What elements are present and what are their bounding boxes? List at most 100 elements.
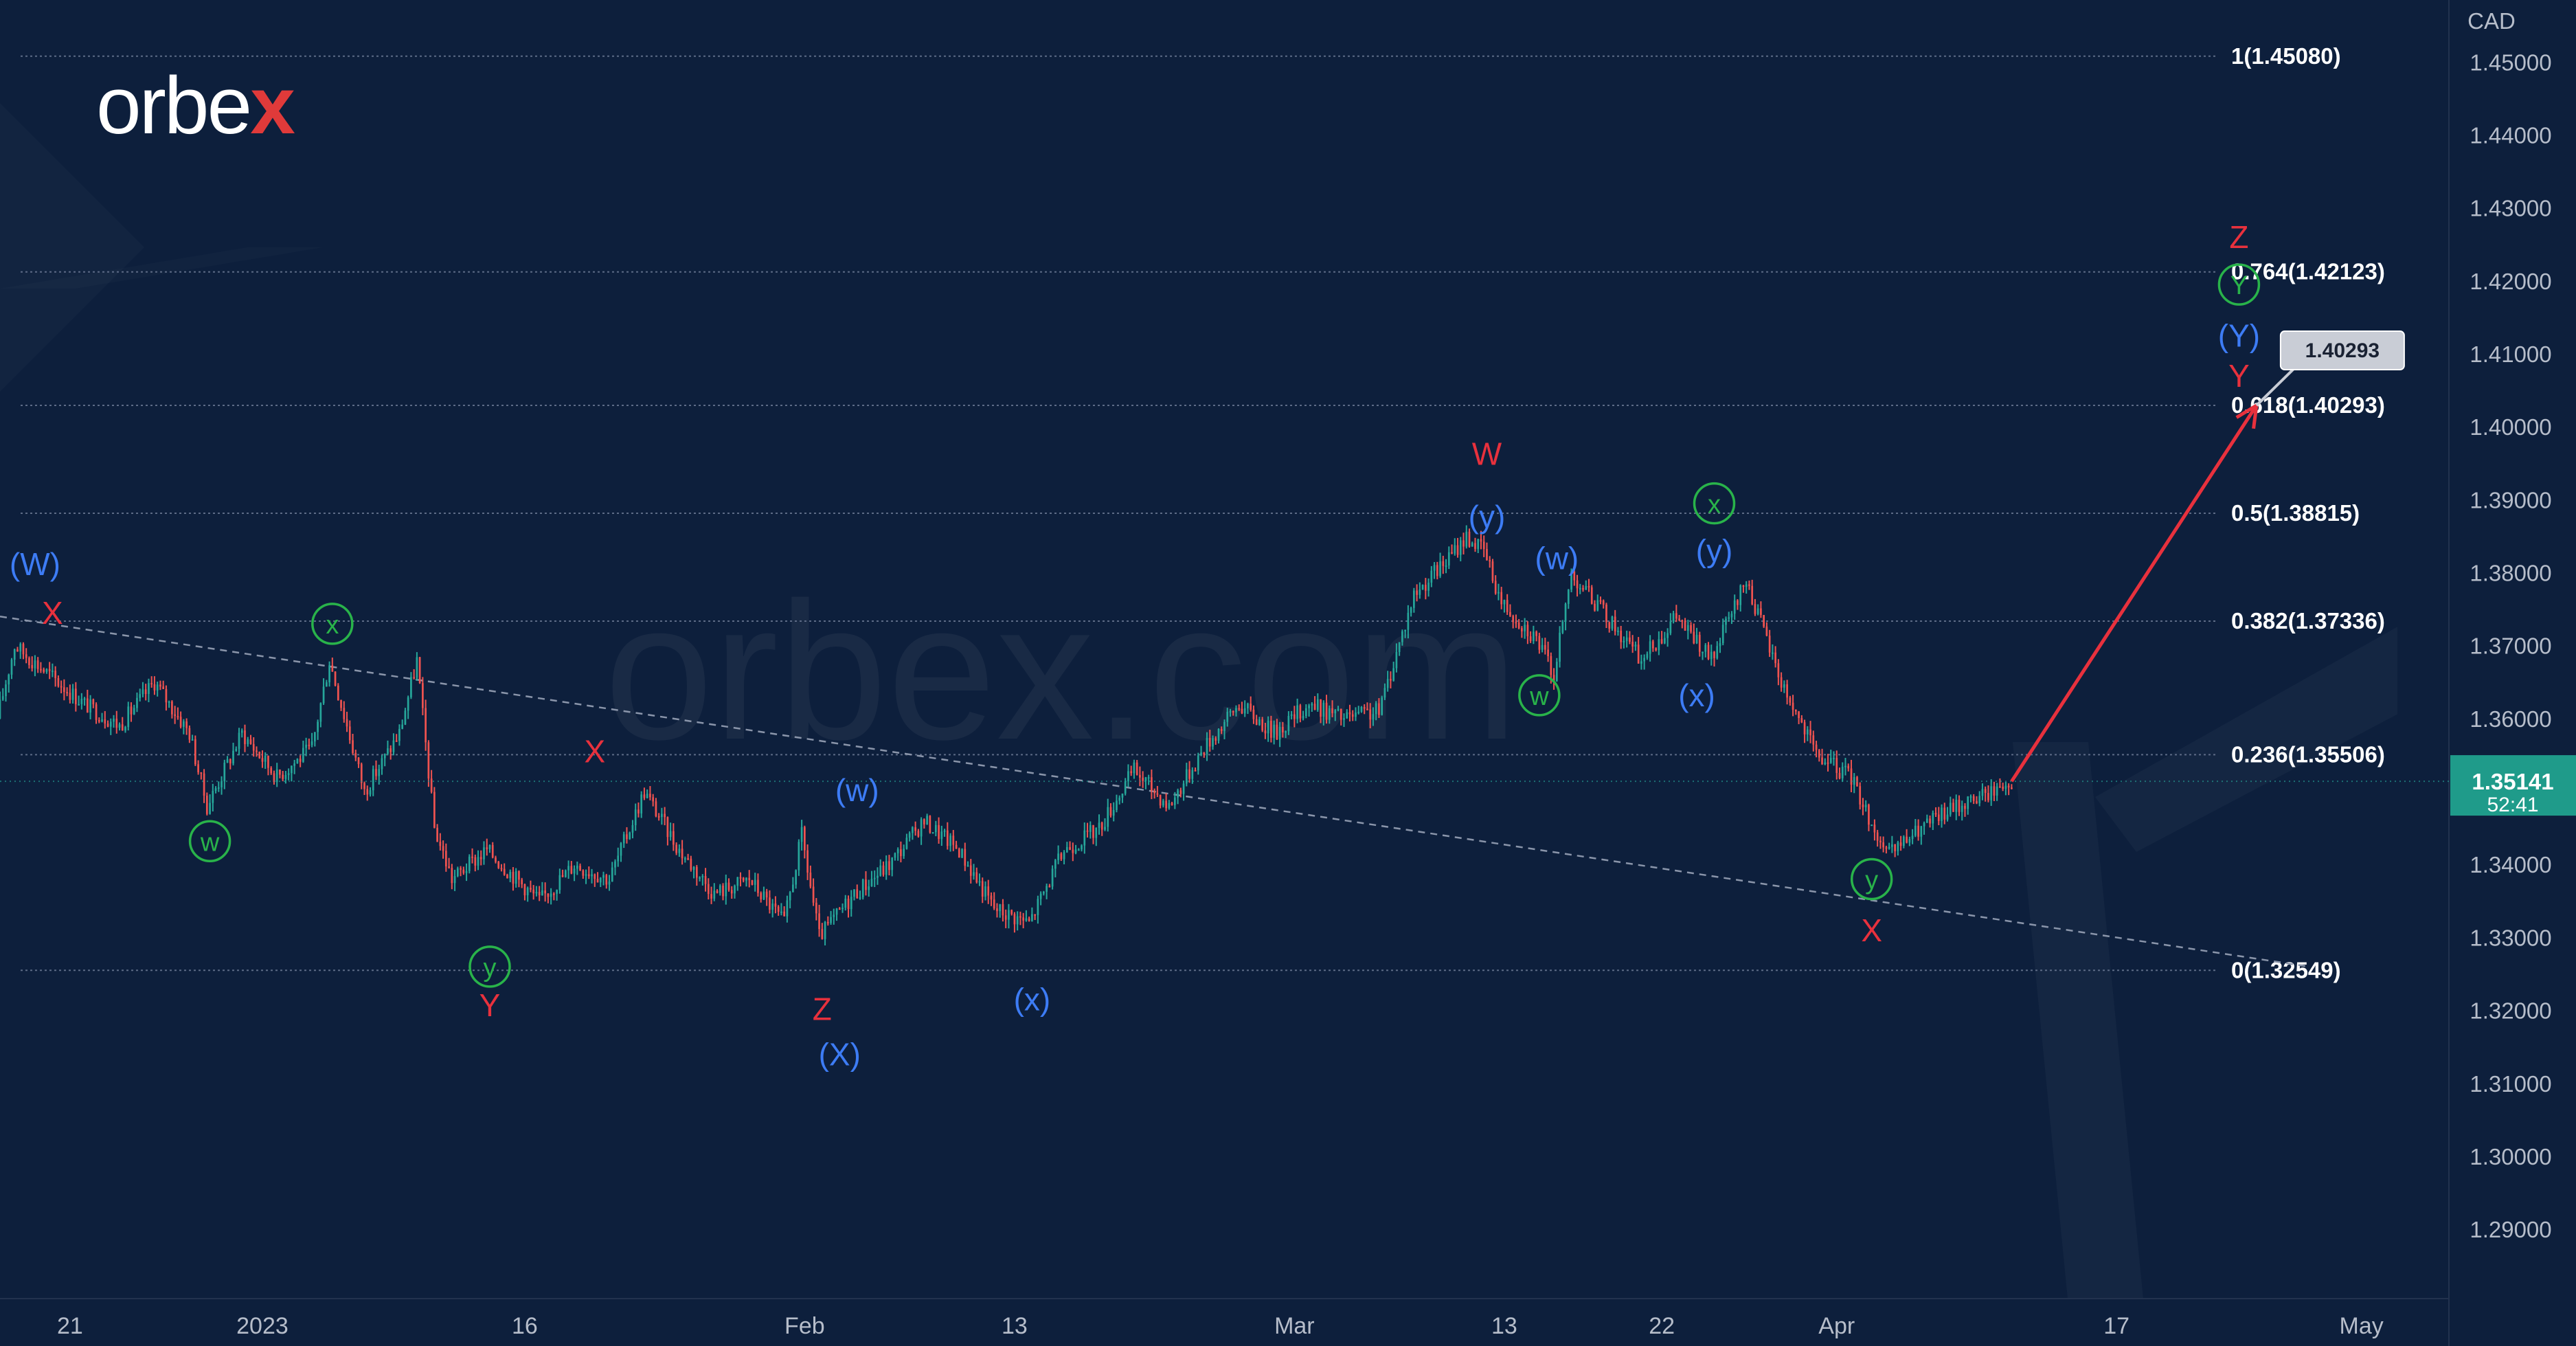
- x-tick-label: 21: [57, 1313, 83, 1339]
- candle: [1643, 654, 1646, 670]
- candle: [1241, 702, 1243, 715]
- candle: [1308, 704, 1310, 717]
- candle: [1987, 785, 1989, 803]
- fib-label: 0.382(1.37336): [2231, 608, 2385, 633]
- candle: [1348, 704, 1351, 722]
- wave-label-text: Y: [2228, 358, 2250, 394]
- candle: [739, 872, 742, 887]
- candle: [1235, 705, 1237, 717]
- candle: [1416, 584, 1418, 602]
- candle: [1072, 842, 1074, 862]
- candle: [1054, 859, 1057, 877]
- candle: [425, 699, 427, 751]
- x-tick-label: 13: [1491, 1313, 1517, 1339]
- projection-line: [2010, 404, 2258, 783]
- candle: [1906, 829, 1908, 844]
- candle: [1748, 580, 1750, 590]
- candle: [920, 817, 923, 845]
- candle: [1888, 842, 1890, 850]
- candle: [479, 850, 482, 866]
- candle: [818, 904, 820, 937]
- candle: [582, 869, 585, 879]
- candle: [10, 658, 13, 680]
- wave-label-text: (X): [819, 1036, 861, 1072]
- candle: [1882, 836, 1885, 853]
- candle: [25, 648, 27, 664]
- candle: [521, 877, 523, 888]
- y-tick-label: 1.36000: [2470, 706, 2551, 732]
- candle: [1920, 825, 1923, 845]
- candle: [1576, 574, 1579, 597]
- candle: [1978, 791, 1981, 807]
- candle: [1667, 628, 1669, 647]
- candle: [451, 864, 453, 890]
- candle: [284, 771, 287, 784]
- candle: [1043, 890, 1045, 896]
- wave-label-text: y: [484, 954, 497, 983]
- candle: [1095, 827, 1098, 846]
- wave-label-text: Z: [813, 991, 832, 1027]
- candle: [681, 840, 683, 865]
- candle: [375, 760, 377, 781]
- candle: [1859, 782, 1862, 810]
- wave-label: y: [1850, 857, 1893, 901]
- candle: [1407, 605, 1410, 639]
- candle: [1652, 639, 1654, 652]
- candle: [946, 822, 949, 850]
- candle: [1480, 530, 1482, 550]
- candle: [1526, 621, 1529, 644]
- candle: [244, 724, 246, 752]
- candle: [1229, 708, 1232, 717]
- candle: [2002, 783, 2004, 792]
- candle: [1401, 629, 1403, 646]
- candle: [1500, 587, 1503, 609]
- candle: [908, 831, 911, 842]
- candle: [999, 904, 1002, 918]
- candle: [1144, 776, 1147, 789]
- candle: [1506, 594, 1509, 615]
- candle: [1707, 642, 1710, 660]
- candle: [1754, 598, 1756, 616]
- candle: [1984, 786, 1987, 802]
- wave-label-text: (y): [1469, 499, 1506, 535]
- candle: [1742, 585, 1745, 593]
- candle: [302, 740, 304, 763]
- price-axis[interactable]: CAD 1.45000 1.44000 1.43000 1.42000 1.41000 1.…: [2450, 8, 2576, 1242]
- candle: [139, 688, 142, 702]
- candle: [209, 794, 211, 815]
- current-price-badge[interactable]: [2450, 755, 2576, 816]
- candle: [1698, 631, 1701, 657]
- candle: [162, 680, 165, 689]
- candle: [861, 878, 864, 900]
- candle: [558, 868, 561, 894]
- candle: [1074, 844, 1077, 855]
- candle: [1517, 618, 1520, 629]
- candlestick-series: [0, 525, 2449, 945]
- candle: [334, 671, 337, 687]
- y-tick-label: 1.42000: [2470, 269, 2551, 294]
- candle: [1436, 561, 1438, 580]
- candle: [1494, 575, 1497, 595]
- candle: [101, 713, 103, 723]
- time-axis[interactable]: 21 2023 16 Feb 13 Mar 13 22 Apr 17 May: [57, 1313, 2384, 1339]
- candle: [955, 840, 958, 849]
- candle: [1964, 803, 1966, 817]
- candle: [762, 886, 765, 901]
- candle: [824, 921, 826, 945]
- candle: [1672, 610, 1675, 624]
- candle: [853, 889, 855, 901]
- wave-label-text: (x): [1014, 982, 1051, 1018]
- candle: [1092, 825, 1094, 844]
- candle: [413, 669, 416, 680]
- candle: [1008, 904, 1010, 929]
- candle: [969, 859, 972, 884]
- candle: [900, 841, 902, 863]
- candle: [13, 648, 16, 666]
- candle: [1010, 909, 1013, 916]
- candle: [1521, 626, 1523, 638]
- wave-label: x: [1693, 482, 1736, 525]
- candle: [258, 751, 261, 759]
- candle: [1582, 585, 1584, 592]
- candle: [1803, 719, 1806, 743]
- candle: [1177, 788, 1179, 805]
